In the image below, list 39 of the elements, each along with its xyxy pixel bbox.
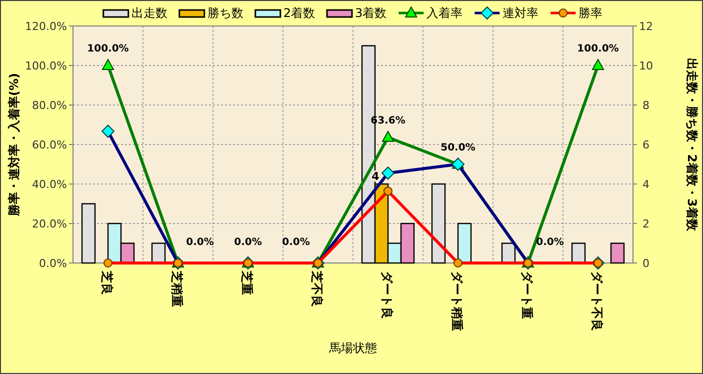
data-label: 0.0% xyxy=(282,237,310,248)
x-axis-title: 馬場状態 xyxy=(328,341,377,355)
data-label: 0.0% xyxy=(234,237,262,248)
y2-tick-label: 6 xyxy=(642,138,650,152)
y2-tick-label: 12 xyxy=(639,20,653,33)
y2-tick-label: 0 xyxy=(642,257,650,270)
legend-label: 勝率 xyxy=(578,6,603,20)
x-tick-label: 芝不良 xyxy=(310,270,324,307)
x-tick-label: ダート不良 xyxy=(590,271,604,331)
y-tick-label: 100.0% xyxy=(25,60,67,72)
y2-axis-title: 出走数・勝ち数・2着数・3着数 xyxy=(685,58,699,232)
data-label: 50.0% xyxy=(440,142,476,154)
y-tick-label: 120.0% xyxy=(25,20,67,33)
x-tick-label: 芝良 xyxy=(100,270,114,295)
y-tick-label: 60.0% xyxy=(32,138,67,152)
legend-label: 連対率 xyxy=(502,6,539,20)
x-tick-label: ダート稍重 xyxy=(450,271,464,331)
y2-tick-label: 8 xyxy=(642,99,650,112)
y-tick-label: 20.0% xyxy=(32,218,67,230)
data-label: 100.0% xyxy=(577,44,619,54)
y2-tick-label: 4 xyxy=(642,178,650,191)
x-tick-label: 芝重 xyxy=(240,270,254,295)
y-axis-title: 勝率・連対率・入着率(%) xyxy=(7,73,21,217)
legend-label: 2着数 xyxy=(283,6,315,20)
x-tick-label: ダート良 xyxy=(380,271,394,319)
x-tick-label: ダート重 xyxy=(520,271,534,319)
y-tick-label: 80.0% xyxy=(32,99,67,112)
data-label: 0.0% xyxy=(186,237,214,248)
y2-tick-label: 2 xyxy=(642,218,650,230)
legend-label: 勝ち数 xyxy=(207,6,244,20)
y2-tick-label: 10 xyxy=(639,60,653,72)
x-tick-label: 芝稍重 xyxy=(170,270,184,307)
legend-label: 出走数 xyxy=(131,6,168,20)
legend-label: 入着率 xyxy=(426,6,463,20)
y-tick-label: 0.0% xyxy=(39,257,67,270)
y-tick-label: 40.0% xyxy=(32,178,67,191)
data-label: 100.0% xyxy=(87,44,129,54)
data-label: 0.0% xyxy=(536,237,564,248)
legend-label: 3着数 xyxy=(355,6,387,20)
